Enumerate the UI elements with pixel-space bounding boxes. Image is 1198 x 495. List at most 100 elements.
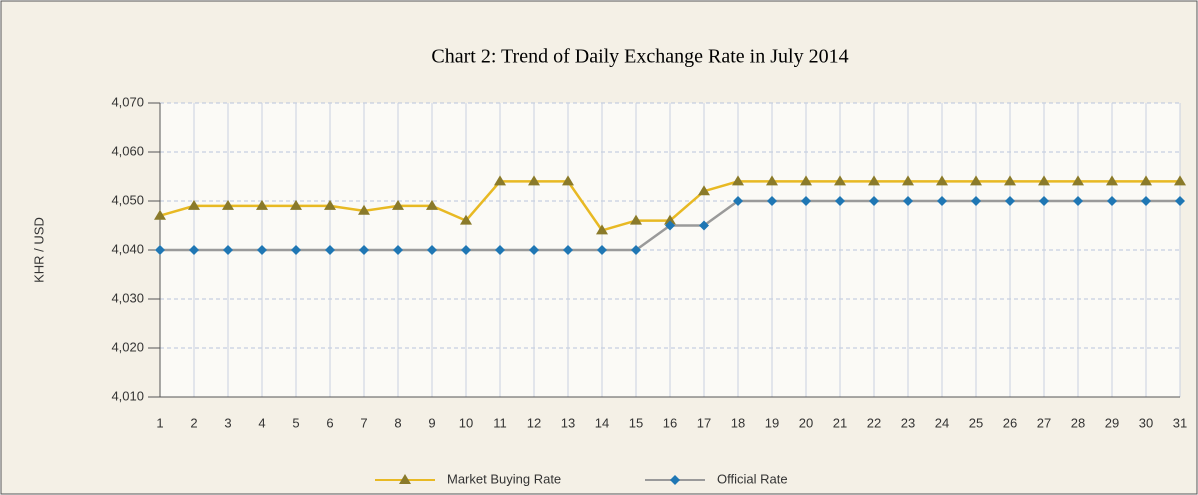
x-tick-label: 6 [326,415,333,430]
marker [399,474,411,484]
marker [257,245,267,255]
y-axis-title: KHR / USD [31,217,46,283]
y-tick-label: 4,020 [111,339,144,354]
marker [665,220,675,231]
marker [324,199,336,210]
x-tick-label: 3 [224,415,231,430]
marker [767,196,777,206]
marker [835,196,845,206]
marker [869,196,879,206]
marker [393,245,403,255]
x-tick-label: 11 [493,415,507,430]
marker [563,245,573,255]
marker [256,199,268,210]
marker [937,196,947,206]
y-tick-label: 4,050 [111,192,144,207]
marker [1005,196,1015,206]
x-tick-label: 7 [360,415,367,430]
x-tick-label: 28 [1071,415,1085,430]
marker [325,245,335,255]
marker [494,175,506,186]
marker [1174,175,1186,186]
legend-label: Market Buying Rate [447,471,561,486]
marker [1073,196,1083,206]
marker [358,204,370,215]
x-tick-label: 17 [697,415,711,430]
marker [1175,196,1185,206]
marker [495,245,505,255]
x-tick-label: 1 [156,415,163,430]
marker [903,196,913,206]
marker [461,245,471,255]
marker [1038,175,1050,186]
marker [155,245,165,255]
marker [222,199,234,210]
marker [766,175,778,186]
marker [834,175,846,186]
marker [562,175,574,186]
x-tick-label: 30 [1139,415,1153,430]
x-tick-label: 31 [1173,415,1187,430]
y-tick-label: 4,010 [111,388,144,403]
x-tick-label: 13 [561,415,575,430]
marker [1004,175,1016,186]
marker [291,245,301,255]
marker [359,245,369,255]
x-tick-label: 24 [935,415,949,430]
marker [902,175,914,186]
marker [630,214,642,225]
x-tick-label: 19 [765,415,779,430]
x-tick-label: 29 [1105,415,1119,430]
marker [1039,196,1049,206]
x-tick-label: 26 [1003,415,1017,430]
marker [801,196,811,206]
x-tick-label: 22 [867,415,881,430]
marker [529,245,539,255]
marker [698,185,710,196]
x-tick-label: 15 [629,415,643,430]
marker [664,214,676,225]
x-tick-label: 16 [663,415,677,430]
x-tick-label: 12 [527,415,541,430]
marker [223,245,233,255]
x-tick-label: 10 [459,415,473,430]
x-tick-label: 2 [190,415,197,430]
marker [1107,196,1117,206]
marker [290,199,302,210]
y-tick-label: 4,040 [111,241,144,256]
marker [699,220,709,231]
x-tick-label: 9 [428,415,435,430]
marker [426,199,438,210]
marker [597,245,607,255]
marker [970,175,982,186]
marker [528,175,540,186]
x-tick-label: 21 [833,415,847,430]
x-tick-label: 14 [595,415,609,430]
y-tick-label: 4,030 [111,290,144,305]
x-tick-label: 4 [258,415,265,430]
x-tick-label: 27 [1037,415,1051,430]
legend-label: Official Rate [717,471,788,486]
x-tick-label: 8 [394,415,401,430]
marker [189,245,199,255]
marker [868,175,880,186]
marker [631,245,641,255]
marker [733,196,743,206]
y-tick-label: 4,060 [111,143,144,158]
x-tick-label: 18 [731,415,745,430]
marker [154,209,166,220]
marker [1140,175,1152,186]
chart-title: Chart 2: Trend of Daily Exchange Rate in… [431,46,848,68]
marker [971,196,981,206]
marker [392,199,404,210]
x-tick-label: 20 [799,415,813,430]
marker [670,475,680,485]
x-tick-label: 5 [292,415,299,430]
x-tick-label: 25 [969,415,983,430]
marker [936,175,948,186]
x-tick-label: 23 [901,415,915,430]
marker [1141,196,1151,206]
marker [460,214,472,225]
marker [800,175,812,186]
